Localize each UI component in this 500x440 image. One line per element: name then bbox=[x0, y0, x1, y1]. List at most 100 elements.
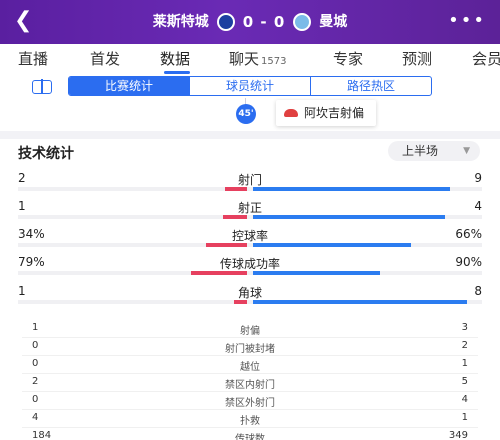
stat-label: 射门 bbox=[237, 173, 262, 187]
row-divider bbox=[22, 337, 478, 338]
away-bar bbox=[253, 271, 380, 275]
row-divider bbox=[22, 427, 478, 428]
stat-row: 2 禁区内射门 5 bbox=[0, 374, 500, 392]
tab-chat[interactable]: 聊天 1573 bbox=[229, 50, 287, 68]
stat-bar-row: 79% 传球成功率 90% bbox=[0, 255, 500, 285]
away-value: 5 bbox=[461, 376, 468, 387]
away-team-name: 曼城 bbox=[319, 14, 348, 30]
home-value: 79% bbox=[18, 255, 45, 269]
stat-bar-row: 34% 控球率 66% bbox=[0, 227, 500, 257]
bar-track bbox=[18, 300, 482, 304]
away-bar bbox=[253, 300, 467, 304]
stat-row: 0 禁区外射门 4 bbox=[0, 392, 500, 410]
home-bar bbox=[191, 271, 247, 275]
tab-experts[interactable]: 专家 bbox=[333, 50, 364, 68]
row-divider bbox=[22, 409, 478, 410]
bar-track bbox=[18, 215, 482, 219]
home-bar bbox=[225, 187, 247, 191]
more-dots-icon[interactable]: ••• bbox=[448, 10, 486, 31]
home-value: 0 bbox=[32, 340, 39, 351]
event-minute-badge: 45' bbox=[236, 104, 256, 124]
away-bar bbox=[253, 215, 445, 219]
row-divider bbox=[22, 391, 478, 392]
bar-track bbox=[18, 187, 482, 191]
away-value: 1 bbox=[461, 412, 468, 423]
away-value: 9 bbox=[474, 171, 482, 185]
home-value: 184 bbox=[32, 430, 52, 440]
back-arrow-icon[interactable]: ❮ bbox=[14, 8, 33, 33]
row-divider bbox=[22, 355, 478, 356]
home-value: 2 bbox=[18, 171, 26, 185]
stats-segment-control: 比赛统计 球员统计 路径热区 bbox=[68, 76, 432, 96]
stat-row: 4 扑救 1 bbox=[0, 410, 500, 428]
home-value: 1 bbox=[32, 322, 39, 333]
stat-bar-row: 1 角球 8 bbox=[0, 284, 500, 314]
stats-title: 技术统计 bbox=[18, 146, 74, 162]
away-value: 4 bbox=[474, 199, 482, 213]
stat-label: 传球成功率 bbox=[219, 257, 280, 271]
stat-label: 射正 bbox=[237, 201, 262, 215]
tab-live[interactable]: 直播 bbox=[18, 50, 49, 68]
stat-label: 禁区外射门 bbox=[225, 398, 275, 409]
home-team-crest-icon bbox=[216, 13, 235, 31]
stat-label: 角球 bbox=[237, 286, 262, 300]
bar-track bbox=[18, 271, 482, 275]
stat-label: 射偏 bbox=[240, 326, 260, 337]
away-value: 66% bbox=[455, 227, 482, 241]
home-team-name: 莱斯特城 bbox=[152, 14, 209, 30]
home-bar bbox=[234, 300, 247, 304]
home-value: 0 bbox=[32, 358, 39, 369]
away-value: 2 bbox=[461, 340, 468, 351]
boot-icon bbox=[284, 109, 298, 117]
home-value: 1 bbox=[18, 284, 26, 298]
away-value: 90% bbox=[455, 255, 482, 269]
away-value: 3 bbox=[461, 322, 468, 333]
stat-label: 越位 bbox=[240, 362, 260, 373]
home-value: 0 bbox=[32, 394, 39, 405]
stat-label: 扑救 bbox=[240, 416, 260, 427]
home-value: 34% bbox=[18, 227, 45, 241]
bar-track bbox=[18, 243, 482, 247]
home-bar bbox=[223, 215, 247, 219]
segment-match-stats[interactable]: 比赛统计 bbox=[69, 77, 190, 95]
away-value: 349 bbox=[448, 430, 468, 440]
tab-lineup[interactable]: 首发 bbox=[90, 50, 121, 68]
away-value: 4 bbox=[461, 394, 468, 405]
stat-row: 0 射门被封堵 2 bbox=[0, 338, 500, 356]
stat-row: 1 射偏 3 bbox=[0, 320, 500, 338]
event-text: 阿坎吉射偏 bbox=[304, 106, 365, 120]
segment-player-stats[interactable]: 球员统计 bbox=[190, 77, 311, 95]
away-bar bbox=[253, 243, 411, 247]
match-header: ❮ 莱斯特城 0 - 0 曼城 ••• bbox=[0, 0, 500, 44]
stat-label: 射门被封堵 bbox=[225, 344, 275, 355]
away-team-crest-icon bbox=[293, 13, 312, 31]
away-bar bbox=[253, 187, 450, 191]
tab-data[interactable]: 数据 bbox=[160, 50, 191, 68]
stat-label: 传球数 bbox=[235, 434, 265, 440]
home-value: 2 bbox=[32, 376, 39, 387]
stat-bar-row: 1 射正 4 bbox=[0, 199, 500, 229]
tab-prediction[interactable]: 预测 bbox=[402, 50, 433, 68]
stat-label: 禁区内射门 bbox=[225, 380, 275, 391]
stat-row: 184 传球数 349 bbox=[0, 428, 500, 440]
period-dropdown[interactable]: 上半场 ▼ bbox=[388, 141, 480, 161]
match-scoreline: 莱斯特城 0 - 0 曼城 bbox=[0, 12, 500, 32]
row-divider bbox=[22, 373, 478, 374]
chat-count: 1573 bbox=[261, 56, 287, 67]
stat-row: 0 越位 1 bbox=[0, 356, 500, 374]
main-tabs: 直播 首发 数据 聊天 1573 专家 预测 会员 bbox=[0, 44, 500, 74]
active-tab-indicator bbox=[164, 71, 190, 74]
home-bar bbox=[206, 243, 247, 247]
home-value: 1 bbox=[18, 199, 26, 213]
score: 0 - 0 bbox=[242, 13, 286, 31]
home-value: 4 bbox=[32, 412, 39, 423]
event-card[interactable]: 阿坎吉射偏 bbox=[276, 100, 377, 126]
segment-heatmap[interactable]: 路径热区 bbox=[346, 79, 395, 93]
stat-bar-row: 2 射门 9 bbox=[0, 171, 500, 201]
section-divider bbox=[0, 131, 500, 139]
stat-label: 控球率 bbox=[231, 229, 268, 243]
away-value: 1 bbox=[461, 358, 468, 369]
tab-member[interactable]: 会员 bbox=[472, 50, 500, 68]
pitch-icon[interactable] bbox=[32, 79, 52, 94]
chevron-down-icon: ▼ bbox=[463, 146, 470, 156]
